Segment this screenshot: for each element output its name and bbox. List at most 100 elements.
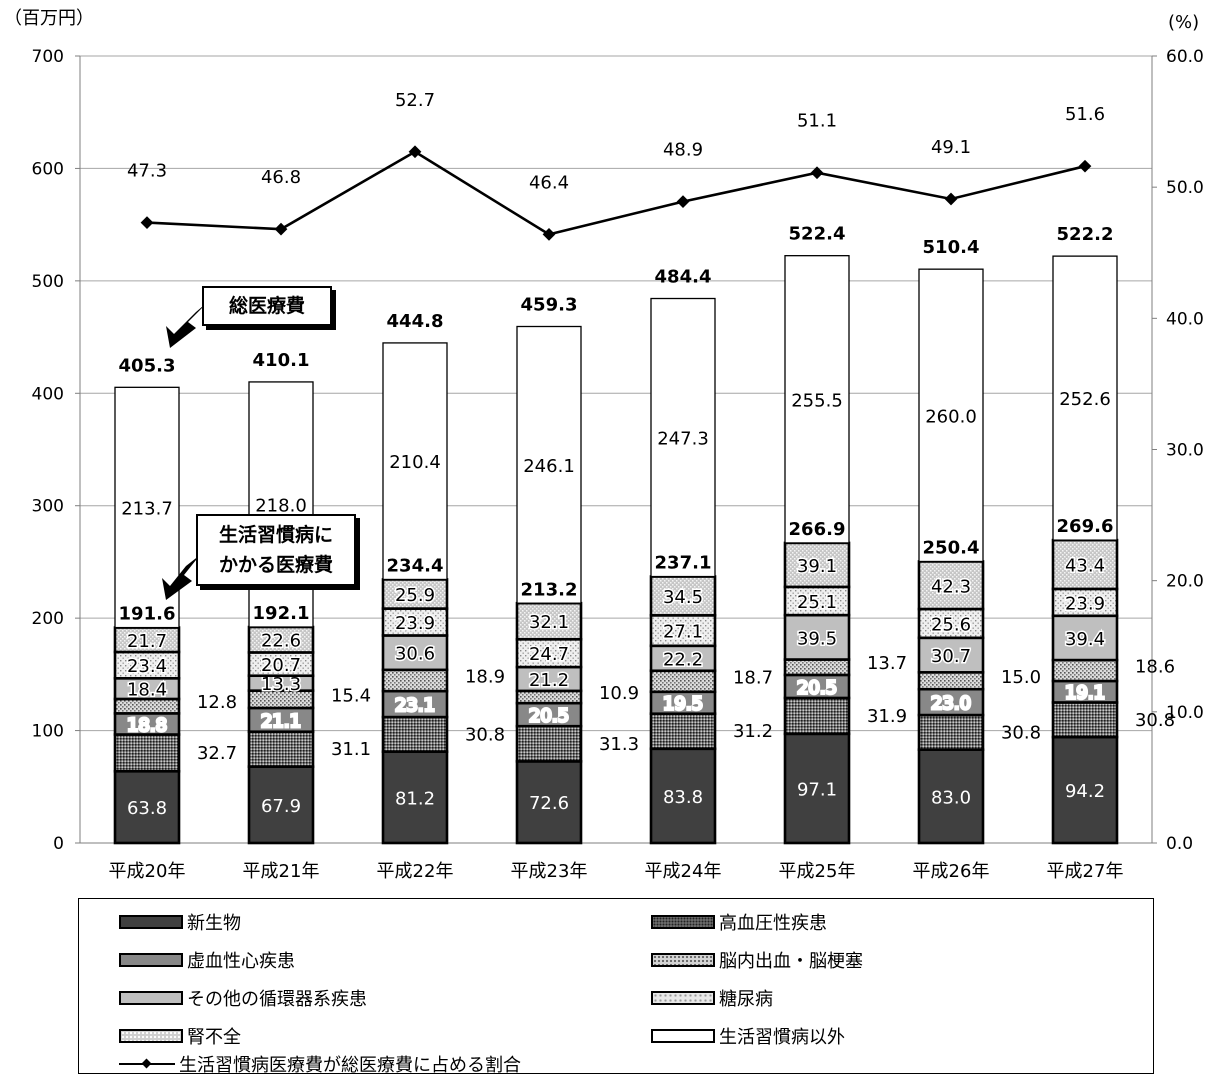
data-label: 39.5 [797,628,837,649]
bar-segment [784,255,850,544]
y-right-tick-label: 10.0 [1166,703,1204,723]
bar-segment [1051,701,1119,739]
grand-total-label: 522.4 [789,224,846,245]
data-label: 23.1 [395,695,435,716]
bar-segment [783,658,851,677]
ratio-point [542,228,556,241]
data-label: 21.2 [529,670,569,691]
lifestyle-total-label: 250.4 [923,537,980,558]
y-left-unit: （百万円） [4,8,94,29]
y-right-tick-label: 50.0 [1166,178,1204,198]
bar-segment [649,747,717,845]
bar-segment [381,715,449,754]
y-left-tick-label: 200 [32,609,64,629]
y-left-tick-label: 0 [53,834,64,854]
ratio-label: 51.1 [797,111,837,132]
legend-line-swatch [119,1057,175,1071]
bar-segment [1051,614,1119,662]
data-label: 12.8 [197,692,237,713]
lifestyle-total-label: 192.1 [253,603,310,624]
bar-segment [247,765,315,845]
y-left-tick-label: 100 [32,722,64,742]
data-label: 10.9 [599,683,639,704]
ratio-label: 46.8 [261,167,301,188]
callout-lifestyle-line1: 生活習慣病に [218,524,333,546]
data-label: 23.9 [1065,593,1105,614]
bar-segment [515,637,583,669]
ratio-label: 46.4 [529,172,569,193]
legend-item: 新生物 [119,909,241,935]
data-label: 213.7 [121,498,173,519]
data-label: 30.6 [395,644,435,665]
data-label: 22.2 [663,649,703,670]
legend-label: その他の循環器系疾患 [187,989,367,1010]
callout-lifestyle-line2: かかる医療費 [218,554,333,576]
y-right-tick-label: 30.0 [1166,441,1204,461]
y-left-tick-label: 500 [32,272,64,292]
x-tick-label: 平成23年 [511,861,588,882]
y-left-tick-label: 700 [32,47,64,67]
ratio-point [1078,159,1092,173]
data-label: 21.1 [261,711,301,732]
ratio-label: 49.1 [931,137,971,158]
bar-segment [382,342,448,581]
data-label: 25.6 [931,614,971,635]
grand-total-label: 484.4 [655,266,712,287]
bar-segment [649,669,717,694]
data-label: 15.0 [1001,667,1041,688]
legend-label: 生活習慣病以外 [719,1027,845,1048]
lifestyle-total-label: 191.6 [119,604,176,625]
lifestyle-total-label: 234.4 [387,555,444,576]
ratio-point [408,145,422,159]
lifestyle-total-label: 266.9 [789,519,846,540]
bar-segment [248,381,314,628]
grand-total-label: 459.3 [521,295,578,316]
bar-segment [917,671,985,691]
bar-segment [381,634,449,672]
legend-item: その他の循環器系疾患 [119,985,367,1011]
x-tick-label: 平成26年 [913,861,990,882]
bar-segment [516,325,582,604]
data-label: 255.5 [791,390,843,411]
data-label: 18.4 [127,680,167,701]
data-label: 18.9 [465,666,505,687]
legend-item: 脳内出血・脳梗塞 [651,947,863,973]
chart-legend: 新生物 高血圧性疾患 虚血性心疾患 脳内出血・脳梗塞 その他の循環器系疾患 糖尿… [78,898,1154,1076]
grand-total-label: 522.2 [1057,224,1114,245]
bar-segment [917,748,985,845]
data-label: 19.1 [1065,683,1105,704]
data-label: 13.3 [261,674,301,695]
bar-segment [1052,255,1118,541]
data-label: 210.4 [389,452,441,473]
callout-total-text: 総医療費 [228,295,305,317]
x-tick-label: 平成27年 [1047,861,1124,882]
bar-segment [917,607,985,640]
bar-segment [649,614,717,648]
data-label: 25.9 [395,585,435,606]
bar-segment [649,712,717,751]
ratio-line [146,150,1086,236]
data-label: 30.8 [465,724,505,745]
data-label: 18.7 [733,667,773,688]
legend-label: 高血圧性疾患 [719,913,827,934]
bar-segment [917,713,985,751]
data-label: 30.8 [1135,710,1175,731]
callout-total: 総医療費 [202,286,332,326]
data-label: 72.6 [529,793,569,814]
grand-total-label: 510.4 [923,237,980,258]
legend-swatch [119,953,183,967]
legend-label: 糖尿病 [719,989,773,1010]
data-label: 83.8 [663,787,703,808]
data-label: 32.1 [529,612,569,633]
data-label: 252.6 [1059,389,1111,410]
ratio-label: 48.9 [663,140,703,161]
lifestyle-total-label: 213.2 [521,579,578,600]
data-label: 83.0 [931,787,971,808]
bar-segment [515,724,583,763]
x-tick-label: 平成22年 [377,861,454,882]
grand-total-label: 405.3 [119,355,176,376]
data-label: 23.4 [127,656,167,677]
bar-segment [1051,658,1119,683]
data-label: 18.8 [127,715,167,736]
legend-swatch [651,953,715,967]
